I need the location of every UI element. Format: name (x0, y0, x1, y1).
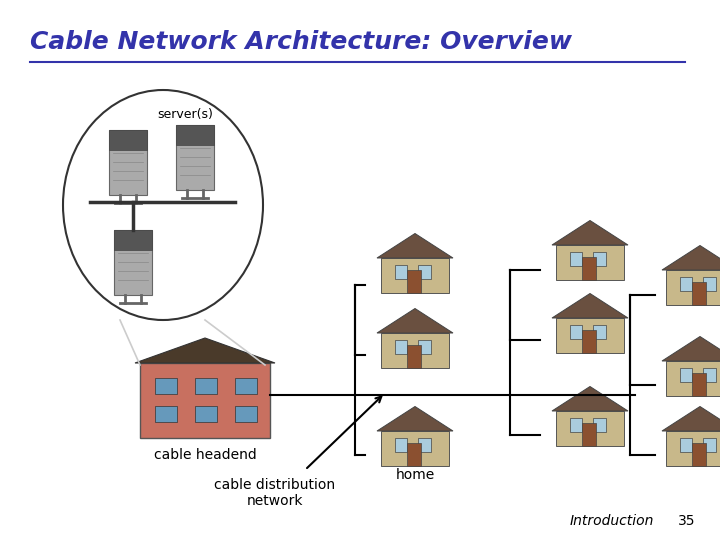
Polygon shape (135, 338, 275, 363)
Bar (418, 265, 431, 279)
Bar (570, 252, 582, 266)
Bar (155, 406, 177, 422)
Bar (666, 361, 720, 396)
Bar (155, 378, 177, 394)
Polygon shape (662, 407, 720, 431)
Bar (407, 270, 421, 293)
Bar (703, 368, 716, 382)
Bar (582, 330, 596, 353)
Bar (418, 340, 431, 354)
Bar (176, 125, 214, 145)
Bar (570, 325, 582, 339)
Bar (195, 406, 217, 422)
Polygon shape (552, 220, 628, 245)
Polygon shape (662, 336, 720, 361)
Bar (593, 418, 606, 432)
Text: Introduction: Introduction (570, 514, 654, 528)
Bar (556, 318, 624, 353)
Bar (680, 438, 692, 452)
Bar (570, 418, 582, 432)
Bar (418, 438, 431, 452)
Bar (692, 282, 706, 305)
Polygon shape (662, 246, 720, 270)
Bar (680, 368, 692, 382)
Bar (593, 325, 606, 339)
Bar (109, 130, 147, 195)
Bar (395, 340, 407, 354)
Bar (666, 270, 720, 305)
Bar (407, 345, 421, 368)
Polygon shape (552, 387, 628, 411)
Bar (109, 130, 147, 150)
Text: Cable Network Architecture: Overview: Cable Network Architecture: Overview (30, 30, 572, 54)
Bar (381, 333, 449, 368)
Text: home: home (395, 468, 435, 482)
Bar (381, 431, 449, 466)
Bar (582, 257, 596, 280)
Bar (395, 438, 407, 452)
Bar (407, 443, 421, 466)
Bar (114, 230, 152, 249)
Bar (395, 265, 407, 279)
Bar (692, 373, 706, 396)
Bar (114, 230, 152, 295)
Bar (556, 411, 624, 446)
Bar (176, 125, 214, 190)
Bar (582, 423, 596, 446)
Bar (692, 443, 706, 466)
Polygon shape (377, 407, 453, 431)
Polygon shape (377, 233, 453, 258)
Text: cable headend: cable headend (153, 448, 256, 462)
Text: 35: 35 (678, 514, 695, 528)
Bar (235, 378, 257, 394)
Bar (680, 277, 692, 291)
Polygon shape (552, 294, 628, 318)
Text: cable distribution
network: cable distribution network (215, 478, 336, 508)
Bar (593, 252, 606, 266)
Bar (556, 245, 624, 280)
Bar (666, 431, 720, 466)
Bar (703, 277, 716, 291)
Bar (703, 438, 716, 452)
Bar (235, 406, 257, 422)
Bar (195, 378, 217, 394)
Bar (140, 363, 270, 438)
Text: server(s): server(s) (157, 108, 213, 121)
Bar (381, 258, 449, 293)
Polygon shape (377, 308, 453, 333)
